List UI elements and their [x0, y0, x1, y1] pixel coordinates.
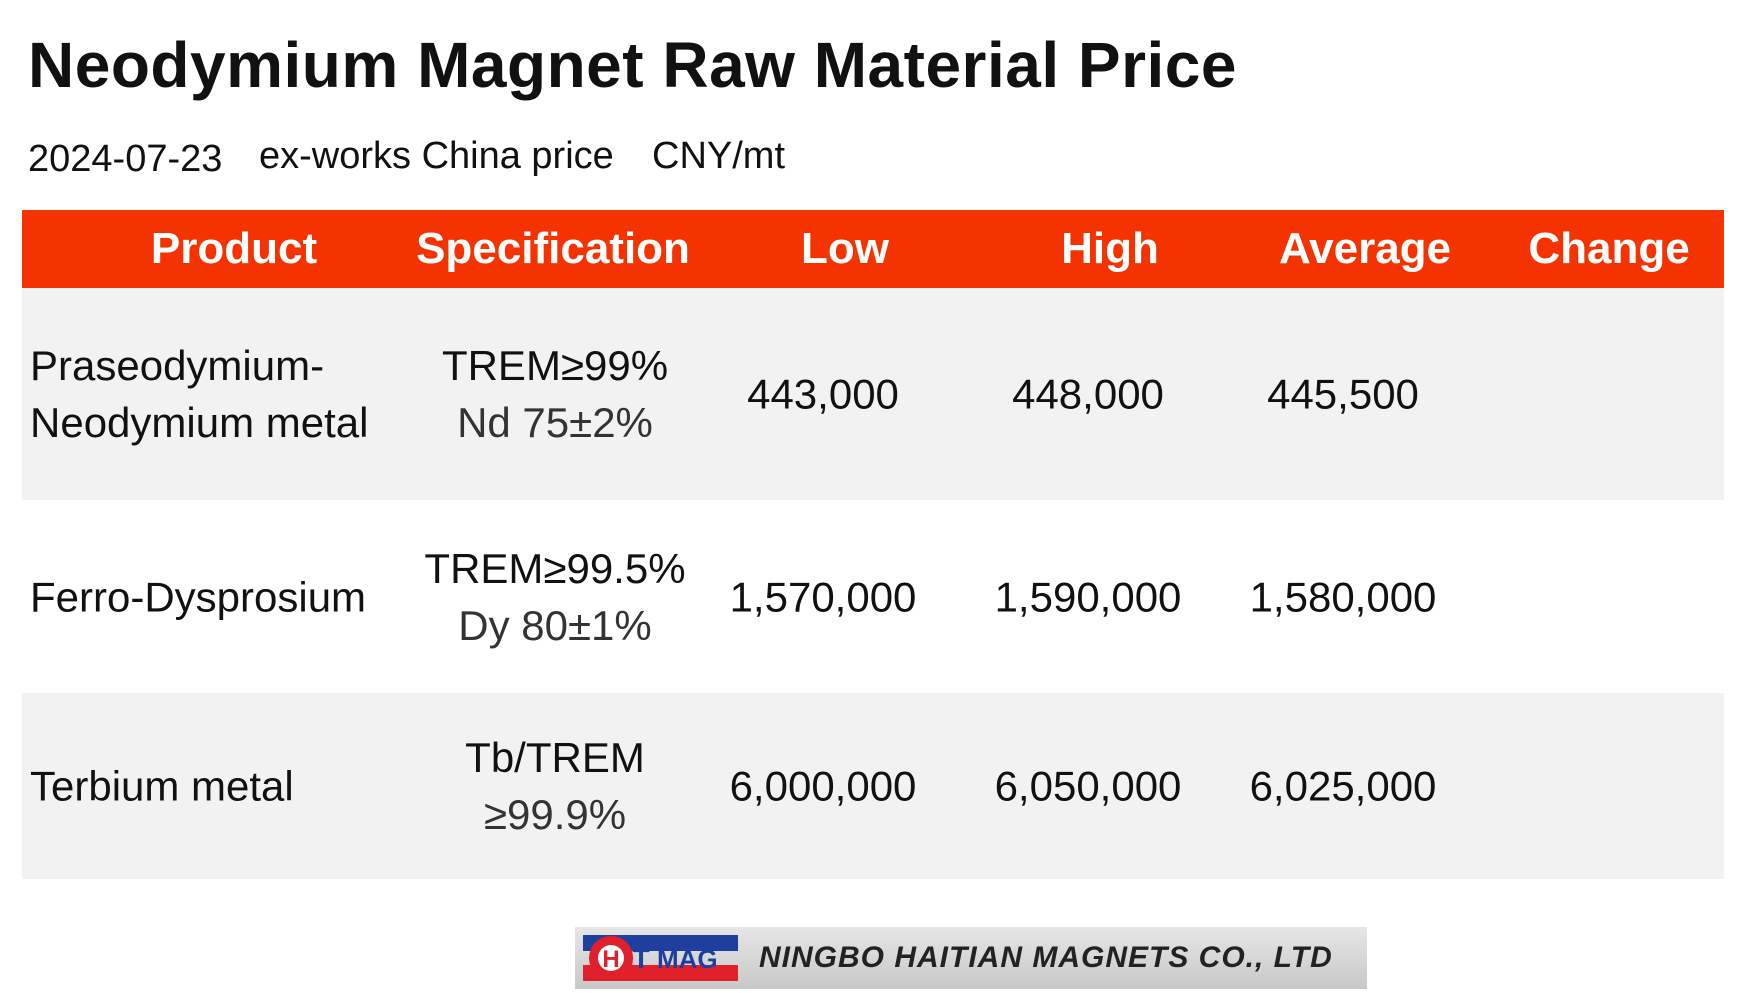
spec-line: TREM≥99%: [441, 342, 669, 389]
column-header: High: [1061, 224, 1159, 273]
column-header: Average: [1278, 224, 1452, 273]
product-line: Terbium metal: [30, 762, 294, 810]
spec-cell: TREM≥99.5% Dy 80±1%: [424, 540, 685, 654]
table-row: Praseodymium- Neodymium metal TREM≥99% Nd 7…: [22, 288, 1724, 500]
product-cell: Praseodymium- Neodymium metal: [30, 337, 368, 451]
low-price: 443,000: [747, 370, 899, 418]
spec-line: Tb/TREM: [465, 734, 645, 781]
spec-line: ≥99.9%: [483, 791, 627, 838]
company-name: NINGBO HAITIAN MAGNETS CO., LTD: [759, 941, 1333, 974]
high-price: 1,590,000: [994, 573, 1182, 620]
table-header: Product Specification Low High Average Change: [22, 210, 1724, 288]
price-basis: ex-works China price: [259, 135, 614, 177]
column-header: Change: [1528, 224, 1690, 273]
average-price: 6,025,000: [1249, 762, 1437, 810]
average-price: 1,580,000: [1249, 573, 1437, 620]
column-header: Product: [150, 224, 318, 273]
low-price: 1,570,000: [729, 573, 917, 620]
product-cell: Terbium metal: [30, 758, 294, 815]
table-row: Ferro-Dysprosium TREM≥99.5% Dy 80±1% 1,570,…: [22, 500, 1724, 693]
high-price: 6,050,000: [994, 762, 1182, 810]
spec-cell: TREM≥99% Nd 75±2%: [442, 337, 668, 451]
spec-cell: Tb/TREM ≥99.9%: [465, 729, 645, 843]
logo-mag: MAG: [657, 944, 718, 974]
product-line: Ferro-Dysprosium: [30, 573, 367, 620]
title: Neodymium Magnet Raw Material Price: [28, 29, 1237, 101]
unit: CNY/mt: [652, 135, 785, 177]
column-header: Low: [801, 224, 889, 273]
logo-h: H: [602, 946, 619, 973]
spec-line: Nd 75±2%: [457, 399, 653, 446]
column-header: Specification: [416, 224, 690, 273]
spec-line: Dy 80±1%: [458, 601, 652, 649]
product-line: Neodymium metal: [30, 399, 369, 446]
average-price: 445,500: [1267, 370, 1419, 418]
logo-mark: H T MAG: [583, 935, 738, 981]
table-row: Terbium metal Tb/TREM ≥99.9% 6,000,000 6,050…: [22, 693, 1724, 879]
product-cell: Ferro-Dysprosium: [30, 568, 366, 625]
logo: H T MAG NINGBO HAITIAN MAGNETS CO., LTD: [575, 927, 1367, 989]
logo-t: T: [632, 943, 649, 974]
high-price: 448,000: [1012, 370, 1164, 418]
spec-line: TREM≥99.5%: [424, 544, 686, 592]
product-line: Praseodymium-: [30, 342, 325, 389]
date: 2024-07-23: [28, 138, 223, 180]
low-price: 6,000,000: [729, 762, 917, 810]
